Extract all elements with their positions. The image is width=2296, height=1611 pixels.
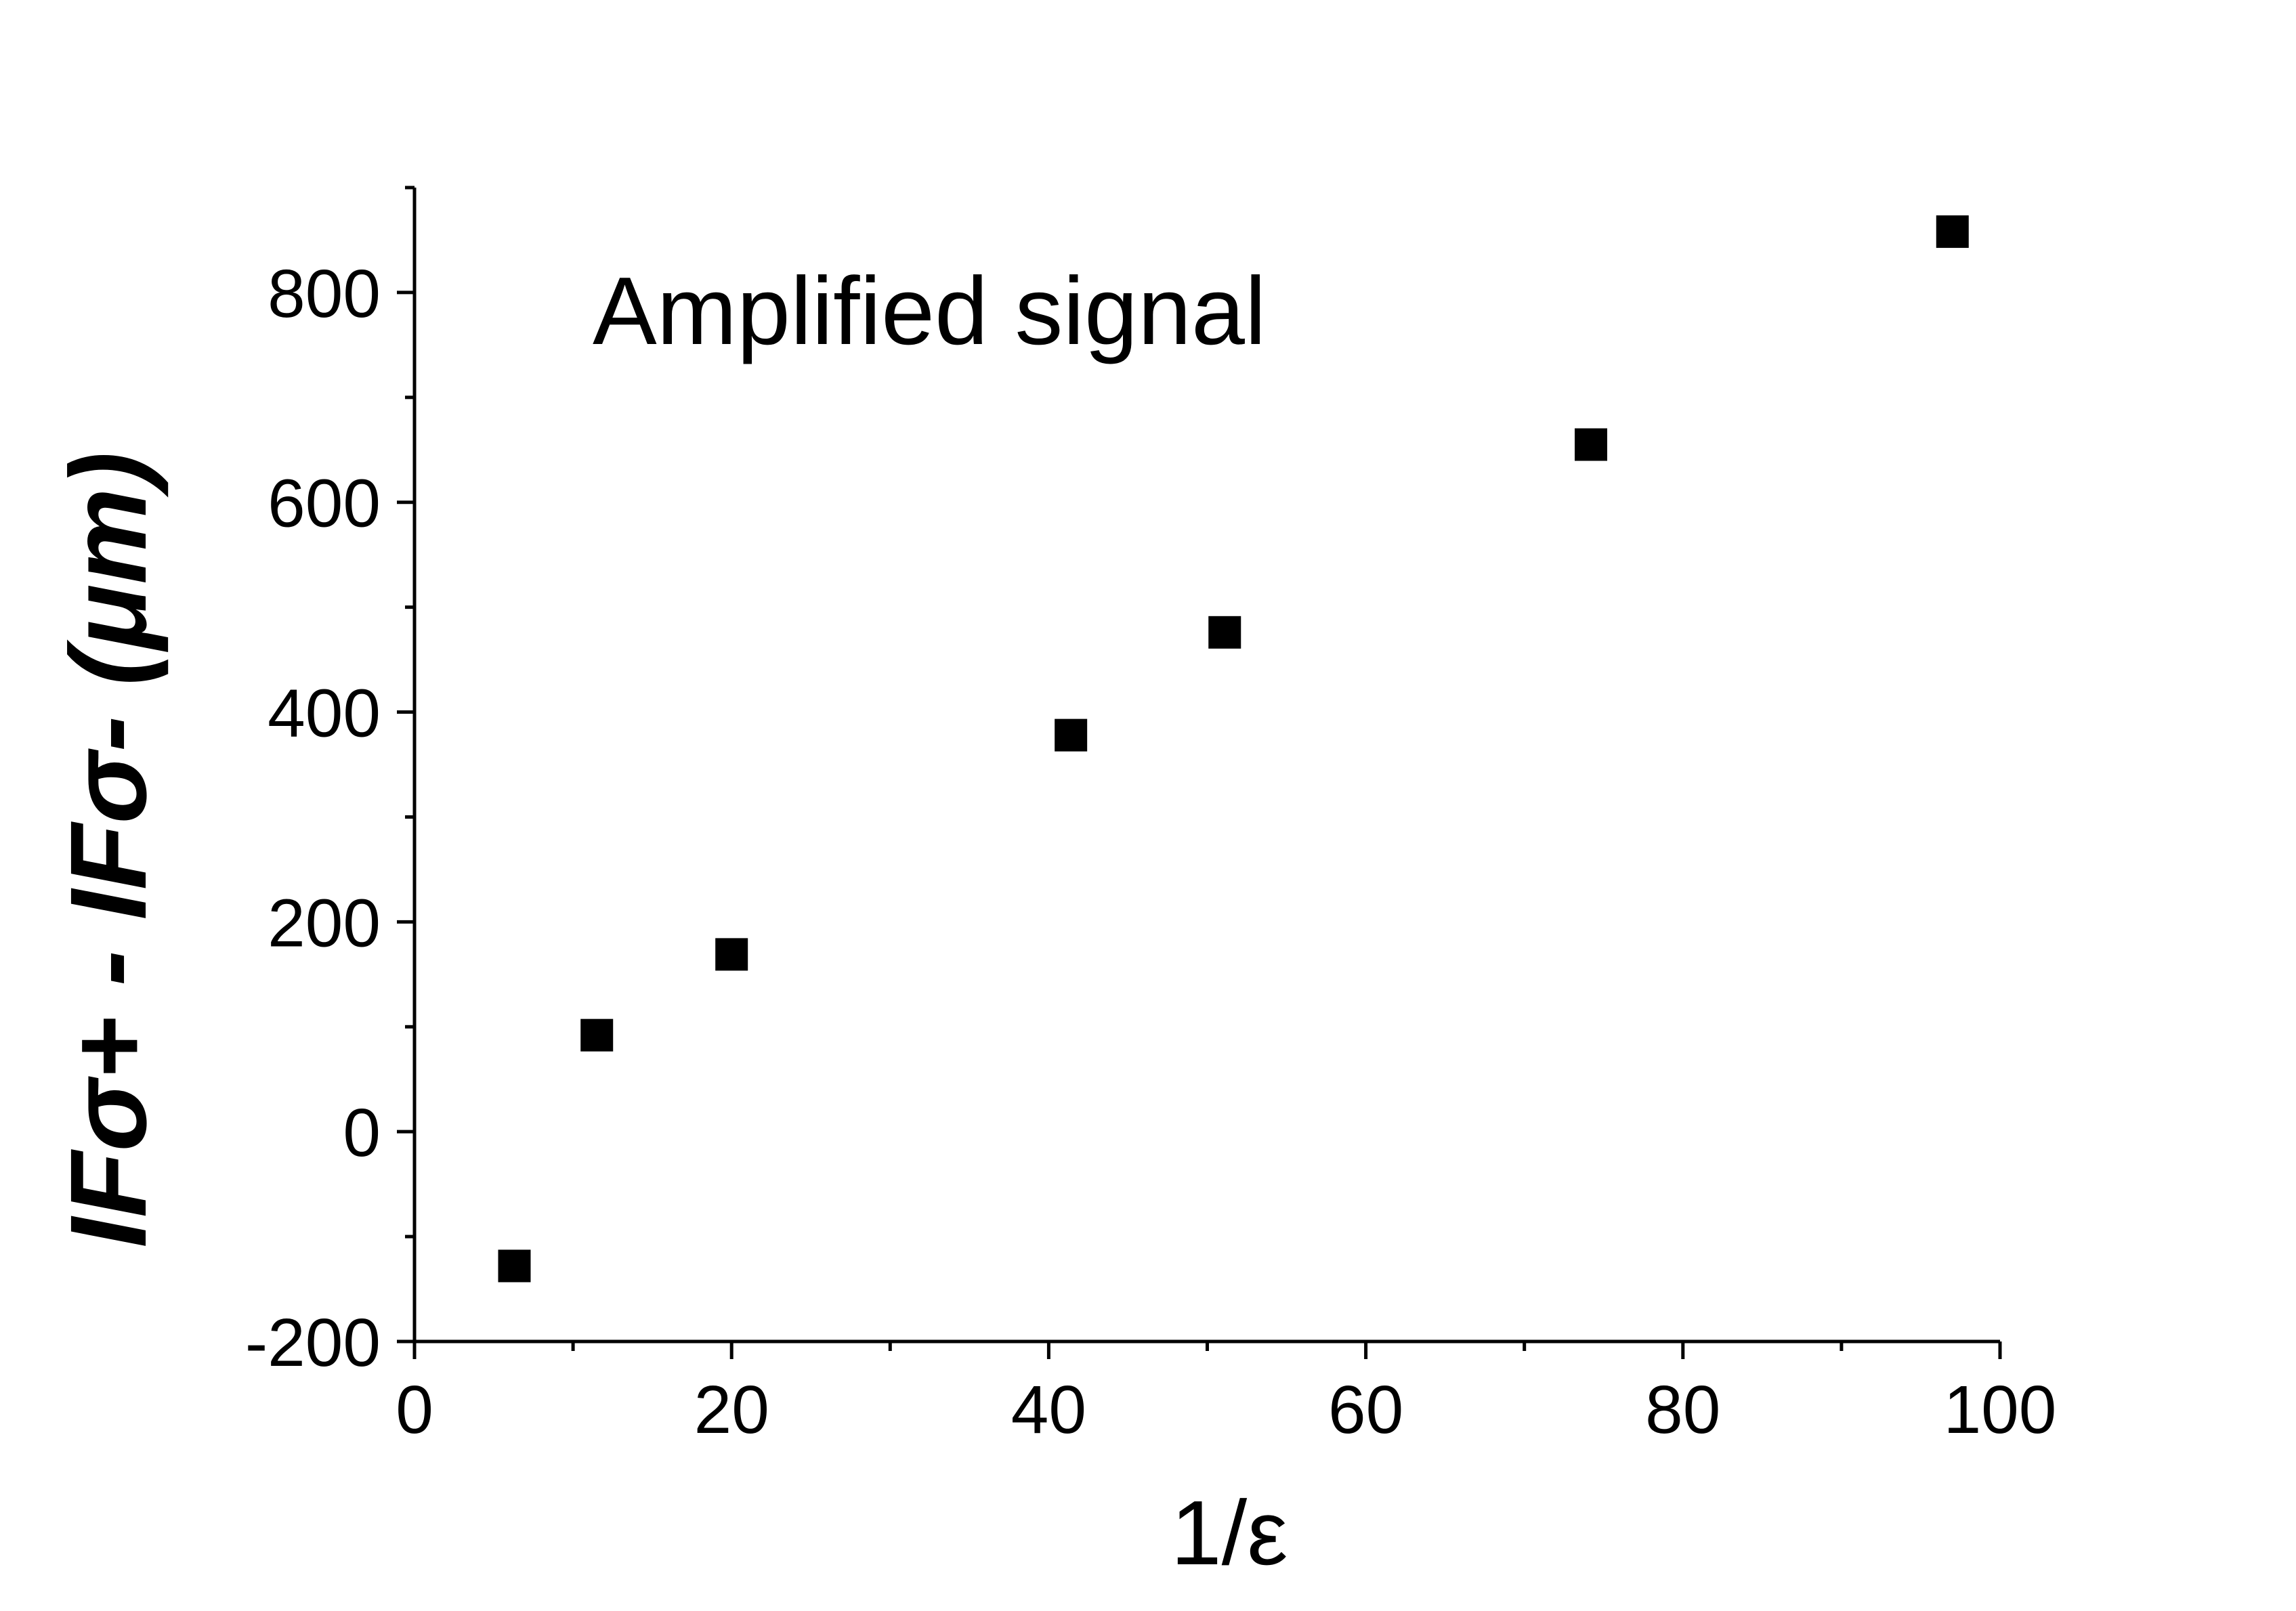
y-tick-label: 800 [268, 256, 381, 332]
marker [1208, 616, 1241, 649]
marker [1575, 428, 1608, 461]
x-tick-label: 40 [1011, 1372, 1086, 1448]
marker [1055, 718, 1088, 752]
marker [715, 938, 748, 971]
x-tick-label: 100 [1944, 1372, 2057, 1448]
x-tick-label: 20 [694, 1372, 769, 1448]
x-tick-label: 60 [1328, 1372, 1403, 1448]
marker [580, 1018, 614, 1052]
marker [1936, 215, 1969, 249]
annotation: Amplified signal [593, 257, 1267, 365]
marker [498, 1249, 531, 1283]
y-tick-label: 0 [343, 1095, 381, 1171]
y-tick-label: 200 [268, 885, 381, 961]
y-tick-label: -200 [245, 1305, 381, 1381]
x-tick-label: 80 [1645, 1372, 1720, 1448]
y-tick-label: 600 [268, 466, 381, 542]
y-axis-label: IFσ+ - IFσ- (μm) [47, 452, 169, 1247]
x-tick-label: 0 [396, 1372, 433, 1448]
x-axis-label: 1/ε [1171, 1482, 1288, 1584]
y-tick-label: 400 [268, 676, 381, 752]
